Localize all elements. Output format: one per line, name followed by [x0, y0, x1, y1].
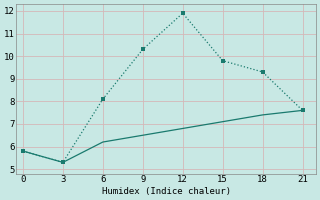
X-axis label: Humidex (Indice chaleur): Humidex (Indice chaleur) — [101, 187, 231, 196]
